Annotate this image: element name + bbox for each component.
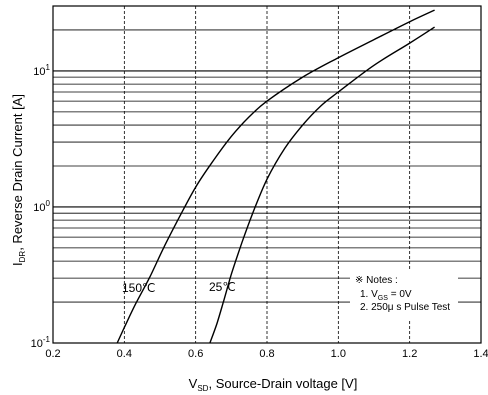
x-axis-label: VSD, Source-Drain voltage [V] bbox=[189, 376, 358, 393]
y-tick-label: 100 bbox=[33, 199, 50, 214]
x-tick-label: 1.0 bbox=[331, 348, 346, 360]
tick-labels: 0.2 0.4 0.6 0.8 1.0 1.2 1.4 10-1 100 101 bbox=[31, 63, 488, 360]
x-tick-label: 0.2 bbox=[45, 348, 60, 360]
y-tick-label: 10-1 bbox=[31, 335, 51, 350]
x-tick-label: 0.6 bbox=[188, 348, 203, 360]
plot-frame bbox=[52, 5, 482, 344]
curve-label-25c: 25℃ bbox=[209, 280, 236, 294]
x-tick-label: 1.4 bbox=[473, 348, 488, 360]
notes-title: ※ Notes : bbox=[355, 275, 398, 286]
y-axis-label: IDR, Reverse Drain Current [A] bbox=[10, 94, 27, 266]
x-tick-label: 1.2 bbox=[402, 348, 417, 360]
note-2: 2. 250μ s Pulse Test bbox=[360, 302, 450, 313]
curves bbox=[116, 9, 435, 344]
curve-label-150c: 150℃ bbox=[122, 281, 156, 295]
series-line-150c bbox=[116, 9, 435, 344]
x-tick-label: 0.8 bbox=[259, 348, 274, 360]
grid bbox=[53, 5, 481, 344]
notes-box bbox=[350, 271, 458, 321]
series-line-25c bbox=[209, 26, 435, 344]
x-tick-label: 0.4 bbox=[117, 348, 132, 360]
note-1: 1. VGS = 0V bbox=[360, 289, 412, 302]
y-tick-label: 101 bbox=[33, 63, 50, 78]
